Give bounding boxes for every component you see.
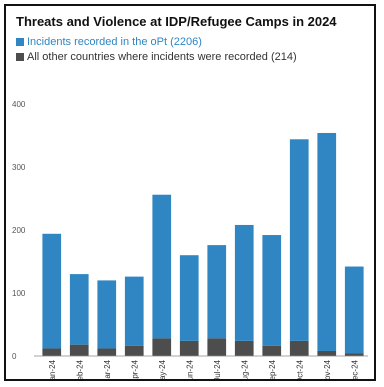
bar-other-countries bbox=[262, 345, 282, 356]
y-tick-label: 0 bbox=[12, 352, 17, 361]
x-tick-label: Jul-24 bbox=[213, 359, 222, 379]
bar-other-countries bbox=[207, 338, 227, 356]
bar-opt bbox=[152, 194, 172, 339]
bar-other-countries bbox=[152, 338, 172, 356]
bar-other-countries bbox=[234, 340, 254, 356]
legend-swatch-other bbox=[16, 52, 24, 61]
x-tick-label: May-24 bbox=[158, 359, 167, 379]
chart-legend: Incidents recorded in the oPt (2206) All… bbox=[16, 34, 297, 64]
legend-swatch-opt bbox=[16, 37, 24, 46]
bar-opt bbox=[344, 266, 364, 354]
y-tick-label: 100 bbox=[12, 289, 26, 298]
bar-other-countries bbox=[69, 344, 89, 356]
bar-opt bbox=[289, 139, 309, 341]
x-tick-label: Dec-24 bbox=[350, 359, 359, 379]
bar-opt bbox=[234, 224, 254, 341]
y-tick-label: 200 bbox=[12, 226, 26, 235]
y-tick-label: 300 bbox=[12, 163, 26, 172]
x-tick-label: Nov-24 bbox=[323, 359, 332, 379]
bar-opt bbox=[207, 245, 227, 339]
bar-other-countries bbox=[317, 350, 337, 356]
bar-opt bbox=[97, 280, 117, 349]
legend-label-opt: Incidents recorded in the oPt (2206) bbox=[27, 35, 202, 48]
bar-opt bbox=[262, 235, 282, 346]
x-tick-label: Oct-24 bbox=[295, 359, 304, 379]
bar-other-countries bbox=[97, 348, 117, 356]
legend-item-other: All other countries where incidents were… bbox=[16, 49, 297, 64]
x-tick-label: Mar-24 bbox=[103, 359, 112, 379]
x-tick-label: Jun-24 bbox=[185, 359, 194, 379]
chart-title: Threats and Violence at IDP/Refugee Camp… bbox=[16, 14, 337, 29]
y-tick-label: 400 bbox=[12, 100, 26, 109]
x-tick-label: Jan-24 bbox=[48, 359, 57, 379]
bar-opt bbox=[179, 255, 199, 341]
bar-other-countries bbox=[124, 345, 144, 356]
bar-opt bbox=[124, 276, 144, 346]
bar-opt bbox=[42, 233, 62, 349]
legend-item-opt: Incidents recorded in the oPt (2206) bbox=[16, 34, 297, 49]
bar-other-countries bbox=[179, 340, 199, 356]
bar-opt bbox=[69, 274, 89, 345]
chart-frame: Threats and Violence at IDP/Refugee Camp… bbox=[4, 4, 376, 381]
bar-other-countries bbox=[344, 353, 364, 356]
x-tick-label: Aug-24 bbox=[240, 359, 249, 379]
bar-opt bbox=[317, 132, 337, 351]
x-tick-label: Apr-24 bbox=[130, 359, 139, 379]
x-tick-label: Feb-24 bbox=[75, 359, 84, 379]
x-tick-label: Sep-24 bbox=[268, 359, 277, 379]
bar-other-countries bbox=[42, 348, 62, 356]
bar-other-countries bbox=[289, 340, 309, 356]
bar-chart: 0 100 200 300 400 Jan-24 Feb-24 Mar-24 Apr-24 May… bbox=[12, 100, 368, 379]
legend-label-other: All other countries where incidents were… bbox=[27, 50, 297, 63]
